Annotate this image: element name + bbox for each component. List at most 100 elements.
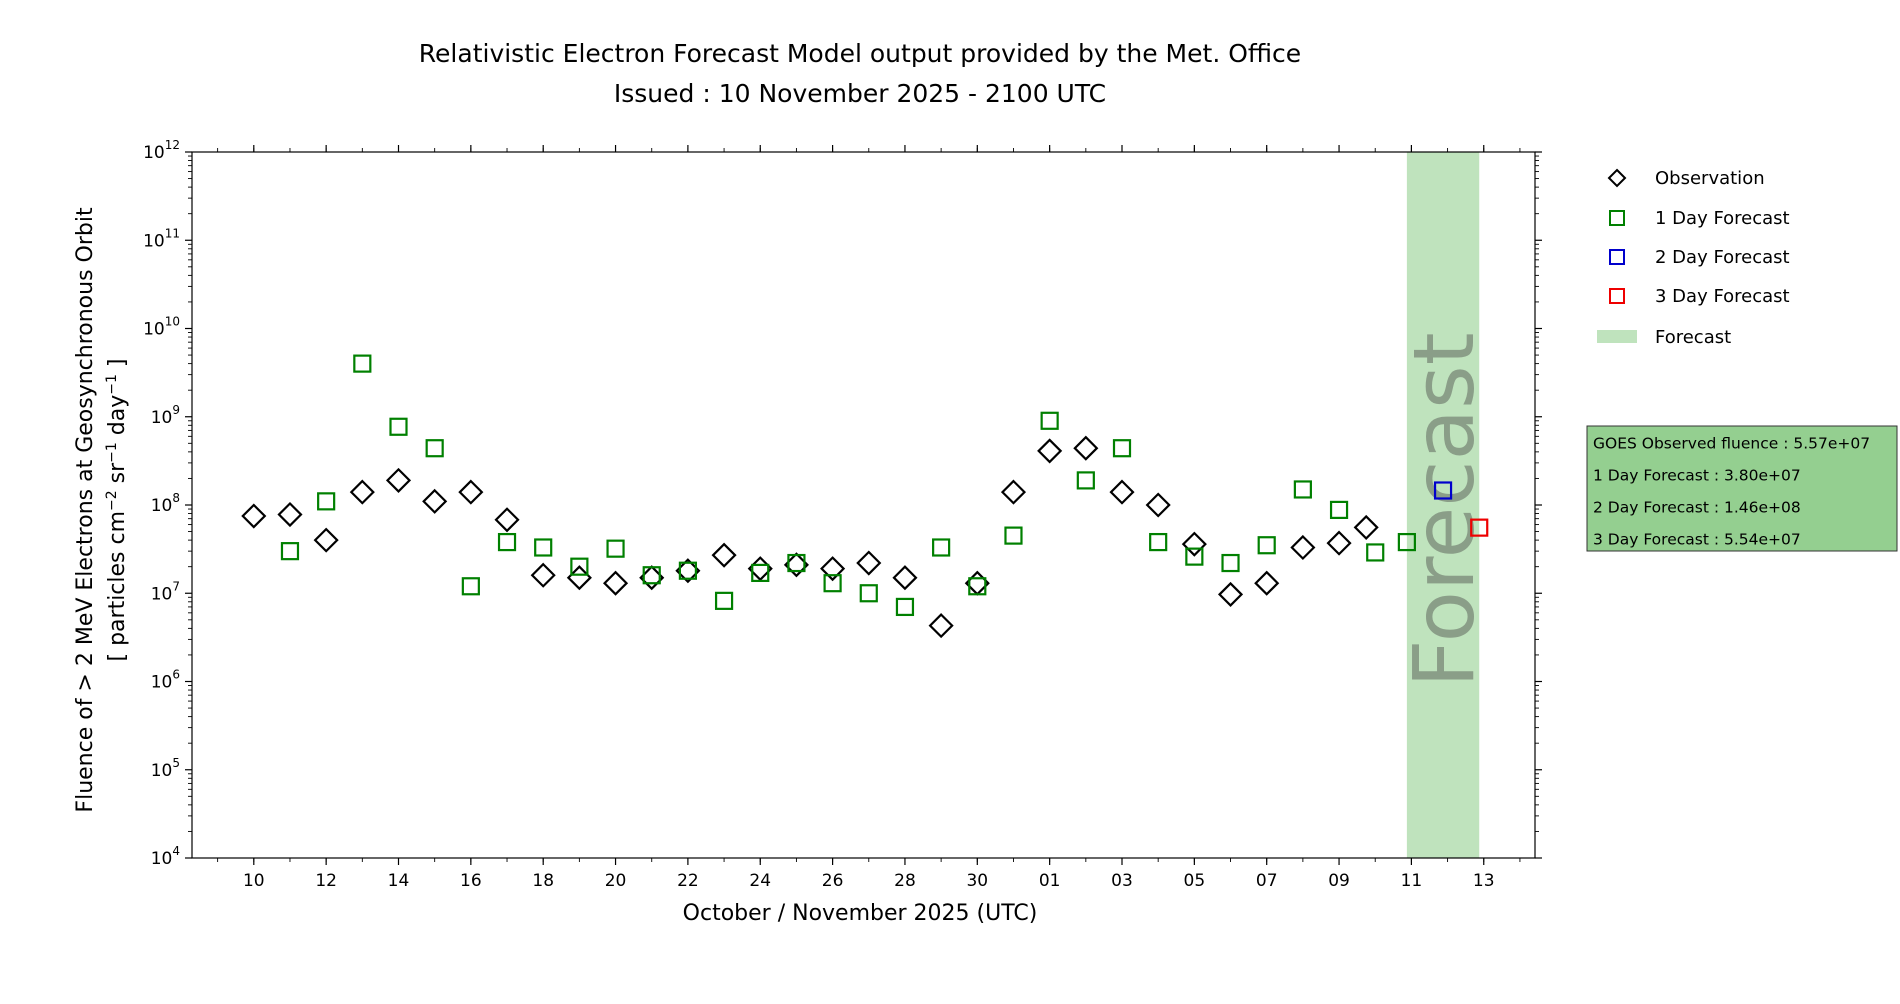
x-tick-label: 20 xyxy=(605,871,627,891)
x-tick-label: 28 xyxy=(894,871,916,891)
x-axis-label: October / November 2025 (UTC) xyxy=(683,901,1038,926)
info-3day-forecast: 3 Day Forecast : 5.54e+07 xyxy=(1593,531,1801,549)
marker-observation xyxy=(1073,435,1099,461)
legend-2day-marker xyxy=(1609,249,1625,265)
y-tick-label: 1012 xyxy=(143,138,180,163)
marker-observation xyxy=(530,562,556,588)
marker-1-day-forecast xyxy=(823,574,842,593)
legend-label-observation: Observation xyxy=(1655,168,1765,189)
marker-observation xyxy=(1037,438,1063,464)
marker-1-day-forecast xyxy=(895,597,915,617)
legend: Observation 1 Day Forecast 2 Day Forecas… xyxy=(1597,168,1790,348)
chart-subtitle: Issued : 10 November 2025 - 2100 UTC xyxy=(614,79,1106,108)
chart-title: Relativistic Electron Forecast Model out… xyxy=(419,39,1301,68)
y-axis: 104 105 106 107 108 109 1010 1011 1012 xyxy=(143,138,1542,869)
marker-1-day-forecast xyxy=(1004,526,1023,545)
marker-observation xyxy=(1181,531,1207,557)
x-axis: 10 12 14 16 18 20 22 24 26 28 30 01 03 05 07 09 11 13 xyxy=(217,145,1521,891)
y-tick-label: 106 xyxy=(151,668,180,693)
x-tick-label: 14 xyxy=(388,871,410,891)
legend-observation-marker xyxy=(1607,168,1627,188)
marker-observation xyxy=(313,527,339,553)
marker-1-day-forecast xyxy=(425,439,444,458)
marker-1-day-forecast xyxy=(1112,439,1132,458)
marker-observation xyxy=(928,613,954,639)
marker-observation xyxy=(458,479,484,505)
marker-1-day-forecast xyxy=(1076,471,1095,490)
marker-1-day-forecast xyxy=(1221,553,1240,573)
y-axis-label-line1: Fluence of > 2 MeV Electrons at Geosynch… xyxy=(73,207,98,813)
marker-observation xyxy=(1254,570,1280,596)
marker-1-day-forecast xyxy=(606,539,625,558)
x-tick-label: 26 xyxy=(822,871,844,891)
x-tick-label: 12 xyxy=(315,871,337,891)
legend-1day-marker xyxy=(1609,210,1625,226)
marker-1-day-forecast xyxy=(461,577,480,596)
x-tick-label: 30 xyxy=(966,871,988,891)
info-goes-observed: GOES Observed fluence : 5.57e+07 xyxy=(1593,435,1870,453)
marker-observation xyxy=(1290,534,1316,561)
marker-1-day-forecast xyxy=(570,557,589,576)
marker-observation xyxy=(1145,492,1171,518)
y-tick-label: 109 xyxy=(151,403,180,428)
marker-1-day-forecast xyxy=(1366,543,1385,562)
marker-observation xyxy=(856,550,882,576)
fluence-info-box: GOES Observed fluence : 5.57e+07 1 Day F… xyxy=(1586,425,1898,552)
marker-1-day-forecast xyxy=(389,417,408,436)
marker-observation xyxy=(277,501,303,528)
marker-observation xyxy=(1000,479,1027,505)
marker-1-day-forecast xyxy=(678,561,698,580)
marker-observation xyxy=(241,503,267,529)
info-2day-forecast: 2 Day Forecast : 1.46e+08 xyxy=(1593,499,1801,517)
legend-label-forecast: Forecast xyxy=(1655,327,1731,348)
marker-1-day-forecast xyxy=(751,563,770,583)
marker-1-day-forecast xyxy=(317,492,336,511)
x-tick-label: 10 xyxy=(243,871,265,891)
data-markers xyxy=(241,354,1489,639)
x-tick-label: 16 xyxy=(460,871,482,891)
info-box-background xyxy=(1586,425,1898,552)
marker-1-day-forecast xyxy=(1257,536,1276,555)
x-tick-label: 09 xyxy=(1328,871,1350,891)
marker-observation xyxy=(892,565,918,591)
marker-1-day-forecast xyxy=(642,566,661,585)
marker-1-day-forecast xyxy=(1397,532,1416,552)
marker-1-day-forecast xyxy=(1293,480,1312,499)
x-tick-label: 13 xyxy=(1473,871,1495,891)
marker-1-day-forecast xyxy=(1040,411,1059,430)
x-tick-label: 05 xyxy=(1184,871,1206,891)
marker-observation xyxy=(820,556,846,582)
marker-1-day-forecast xyxy=(714,591,734,610)
marker-observation xyxy=(494,507,520,533)
y-tick-label: 108 xyxy=(151,491,180,516)
marker-1-day-forecast xyxy=(280,542,300,561)
y-tick-label: 104 xyxy=(151,844,180,869)
x-tick-label: 11 xyxy=(1401,871,1423,891)
marker-observation xyxy=(602,570,629,596)
marker-observation xyxy=(1217,581,1244,607)
marker-observation xyxy=(422,488,448,514)
x-tick-label: 24 xyxy=(749,871,771,891)
y-axis-label-line2: [ particles cm−2 sr−1 day−1 ] xyxy=(104,359,130,662)
marker-observation xyxy=(1326,530,1352,556)
marker-observation xyxy=(349,479,375,505)
marker-observation xyxy=(1353,514,1379,540)
legend-label-3day: 3 Day Forecast xyxy=(1655,286,1790,307)
x-tick-label: 07 xyxy=(1256,871,1278,891)
x-tick-label: 01 xyxy=(1039,871,1061,891)
info-1day-forecast: 1 Day Forecast : 3.80e+07 xyxy=(1593,467,1801,485)
marker-1-day-forecast xyxy=(1185,547,1204,566)
marker-1-day-forecast xyxy=(497,532,517,552)
x-tick-label: 18 xyxy=(532,871,554,891)
marker-observation xyxy=(1109,479,1135,505)
marker-2-day-forecast xyxy=(1433,481,1453,500)
x-tick-label: 22 xyxy=(677,871,699,891)
forecast-band xyxy=(1406,152,1480,858)
legend-label-2day: 2 Day Forecast xyxy=(1655,247,1790,268)
y-tick-label: 107 xyxy=(151,579,180,604)
forecast-watermark: Forecast xyxy=(1395,332,1493,687)
marker-3-day-forecast xyxy=(1470,518,1489,537)
marker-1-day-forecast xyxy=(968,577,987,596)
